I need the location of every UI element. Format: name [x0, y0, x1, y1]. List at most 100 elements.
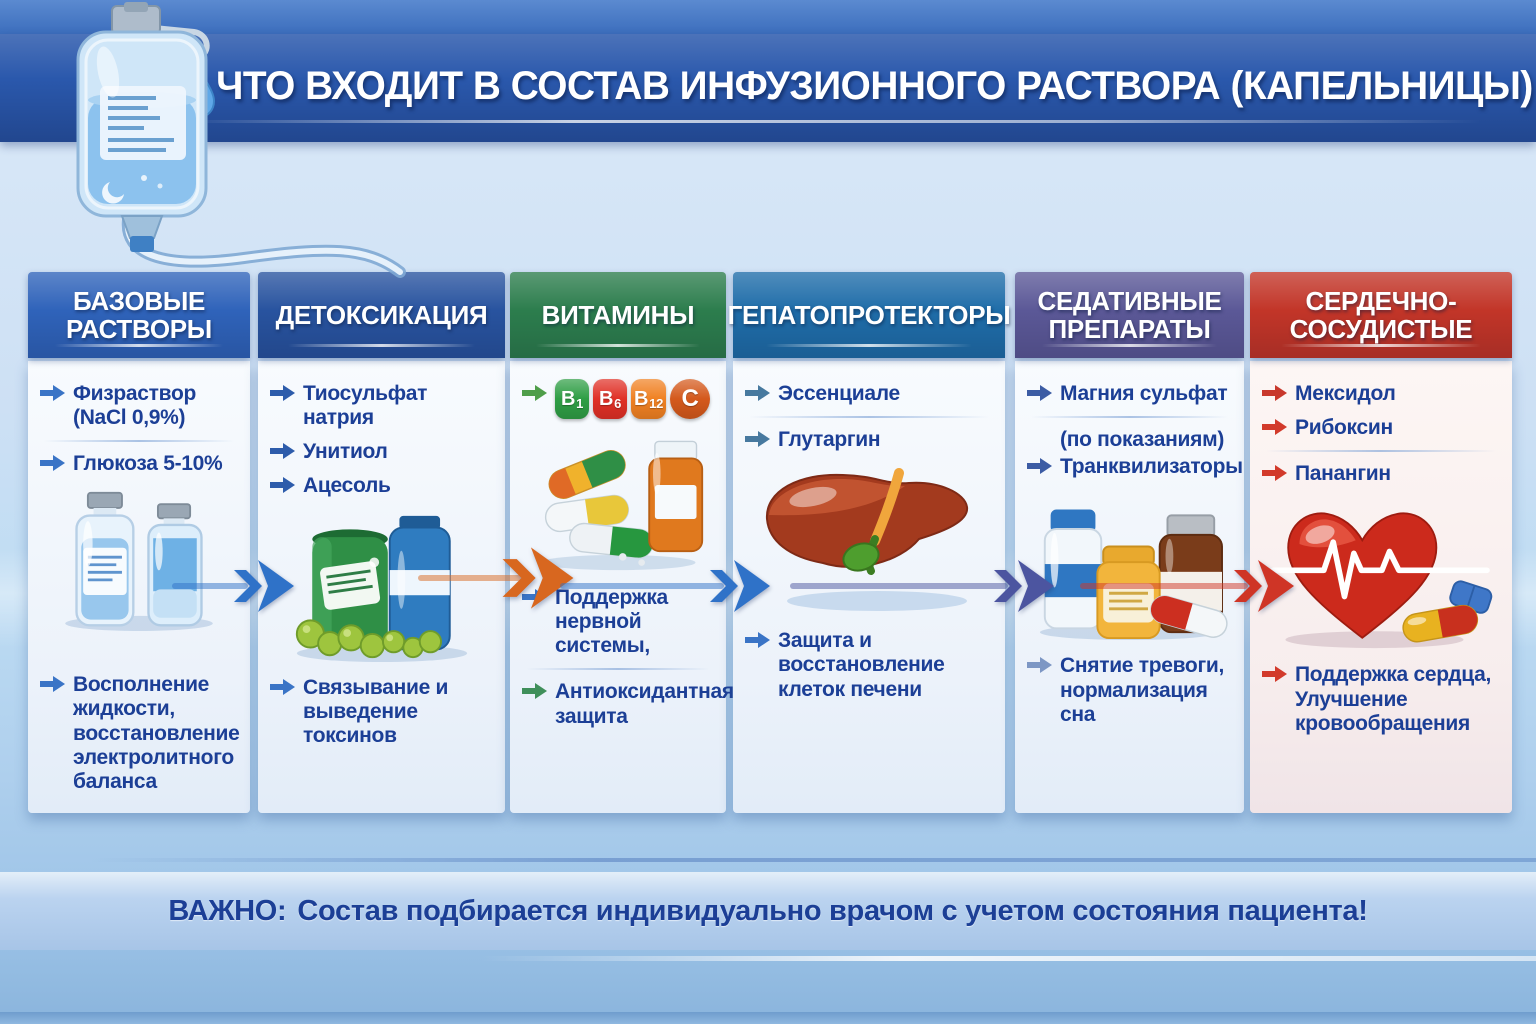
list-item-label: Физраствор (NaCl 0,9%)	[73, 382, 197, 430]
title-underline	[185, 120, 1481, 123]
list-item-label: Глутаргин	[778, 428, 881, 452]
column-cardiovascular: СЕРДЕЧНО-СОСУДИСТЫЕ Мексидол Рибоксин Па…	[1250, 272, 1512, 813]
column-header: ВИТАМИНЫ	[510, 272, 726, 358]
footer-bottom-line	[480, 956, 1536, 961]
list-item-label: Мексидол	[1295, 382, 1396, 405]
arrow-right-icon	[1027, 385, 1052, 401]
heart-illustration	[1262, 499, 1500, 649]
column-body: Мексидол Рибоксин Панангин	[1250, 361, 1512, 813]
arrow-right-icon	[522, 683, 547, 700]
arrow-right-icon	[270, 477, 295, 494]
list-item: Глутаргин	[745, 428, 993, 452]
benefit-label: Антиоксидантная защита	[555, 680, 734, 728]
vitamin-pills-illustration	[522, 432, 714, 572]
column-sedatives: СЕДАТИВНЫЕ ПРЕПАРАТЫ Магния сульфат (по …	[1015, 272, 1244, 813]
benefit-item: Связывание и выведение токсинов	[270, 676, 493, 748]
vitamin-c-badge: C	[670, 379, 711, 419]
divider	[526, 668, 710, 671]
arrow-right-icon	[270, 443, 295, 460]
list-item-label: Рибоксин	[1295, 416, 1393, 440]
arrow-right-icon	[745, 431, 770, 448]
list-item: Унитиол	[270, 440, 493, 464]
list-item-label: Тиосульфат натрия	[303, 382, 428, 430]
footer-top-line	[90, 858, 1536, 862]
detox-bottles-illustration	[270, 512, 493, 662]
saline-vials-illustration	[40, 489, 238, 632]
divider	[749, 416, 989, 419]
iv-bag-illustration	[76, 2, 406, 278]
list-item: Эссенциале	[745, 382, 993, 406]
benefit-label: Восполнение жидкости, восстановление эле…	[73, 673, 240, 793]
flow-arrow-icon	[418, 547, 574, 609]
arrow-right-icon	[270, 385, 295, 401]
moon-icon	[102, 182, 124, 204]
arrow-right-icon	[1262, 465, 1287, 482]
flow-arrow-icon	[790, 558, 1056, 614]
list-item-label: Унитиол	[303, 440, 388, 464]
list-item-label: Транквилизаторы	[1060, 455, 1243, 479]
arrow-right-icon	[1262, 385, 1287, 401]
list-item: Тиосульфат натрия	[270, 382, 493, 430]
arrow-right-icon	[1027, 657, 1052, 674]
benefit-item: Поддержка сердца, Улучшение кровообращен…	[1262, 663, 1500, 735]
arrow-right-icon	[1027, 458, 1052, 475]
liver-illustration	[745, 465, 993, 615]
benefit-label: Защита и восстановление клеток печени	[778, 629, 945, 701]
arrow-right-icon	[40, 455, 65, 472]
divider	[1266, 450, 1496, 453]
column-body: Тиосульфат натрия Унитиол Ацесоль	[258, 361, 505, 813]
top-strip	[0, 0, 1536, 34]
footer-notice-text: Состав подбирается индивидуально врачом …	[297, 894, 1368, 927]
flow-arrow-icon	[560, 558, 772, 614]
arrow-right-icon	[40, 385, 65, 401]
list-item-label: Эссенциале	[778, 382, 900, 405]
flow-arrow-icon	[172, 558, 296, 614]
benefit-item: Поддержка нервной системы,	[522, 586, 714, 658]
list-item-label: Панангин	[1295, 462, 1391, 486]
list-item: Физраствор (NaCl 0,9%)	[40, 382, 238, 430]
benefit-item: Защита и восстановление клеток печени	[745, 629, 993, 701]
column-header: СЕДАТИВНЫЕ ПРЕПАРАТЫ	[1015, 272, 1244, 358]
bottom-strip	[0, 1012, 1536, 1024]
arrow-right-icon	[745, 632, 770, 649]
column-header: БАЗОВЫЕ РАСТВОРЫ	[28, 272, 250, 358]
list-item: Магния сульфат	[1027, 382, 1232, 406]
arrow-right-icon	[1262, 666, 1287, 683]
list-item: Рибоксин	[1262, 416, 1500, 440]
list-item: Глюкоза 5-10%	[40, 452, 238, 476]
benefit-label: Снятие тревоги, нормализация сна	[1060, 654, 1225, 726]
title-band	[0, 34, 1536, 142]
column-header: СЕРДЕЧНО-СОСУДИСТЫЕ	[1250, 272, 1512, 358]
list-item-label: (по показаниям)	[1060, 428, 1225, 452]
arrow-right-icon	[745, 385, 770, 401]
benefit-label: Поддержка нервной системы,	[555, 586, 668, 658]
list-item: Панангин	[1262, 462, 1500, 486]
list-item: Ацесоль	[270, 474, 493, 498]
benefit-item: Снятие тревоги, нормализация сна	[1027, 654, 1232, 726]
column-body: Физраствор (NaCl 0,9%) Глюкоза 5-10%	[28, 361, 250, 813]
column-header: ДЕТОКСИКАЦИЯ	[258, 272, 505, 358]
column-base-solutions: БАЗОВЫЕ РАСТВОРЫ Физраствор (NaCl 0,9%) …	[28, 272, 250, 813]
list-item-label: Ацесоль	[303, 474, 391, 498]
benefit-item: Восполнение жидкости, восстановление эле…	[40, 673, 240, 794]
benefit-label: Связывание и выведение токсинов	[303, 675, 449, 747]
list-item-label: Магния сульфат	[1060, 382, 1228, 405]
benefit-item: Антиоксидантная защита	[522, 680, 734, 728]
benefit-label: Поддержка сердца, Улучшение кровообращен…	[1295, 663, 1492, 735]
flow-arrow-icon	[1080, 558, 1296, 614]
bag-port	[120, 215, 164, 239]
page-title: ЧТО ВХОДИТ В СОСТАВ ИНФУЗИОННОГО РАСТВОР…	[216, 63, 1533, 108]
divider	[44, 440, 234, 443]
list-item: Транквилизаторы	[1027, 455, 1243, 479]
list-item-note: (по показаниям)	[1027, 428, 1232, 452]
arrow-right-icon	[40, 676, 65, 693]
divider	[1031, 416, 1228, 419]
list-item: Мексидол	[1262, 382, 1500, 406]
column-hepatoprotectors: ГЕПАТОПРОТЕКТОРЫ Эссенциале Глутаргин	[728, 272, 1011, 813]
list-item-label: Глюкоза 5-10%	[73, 452, 223, 476]
